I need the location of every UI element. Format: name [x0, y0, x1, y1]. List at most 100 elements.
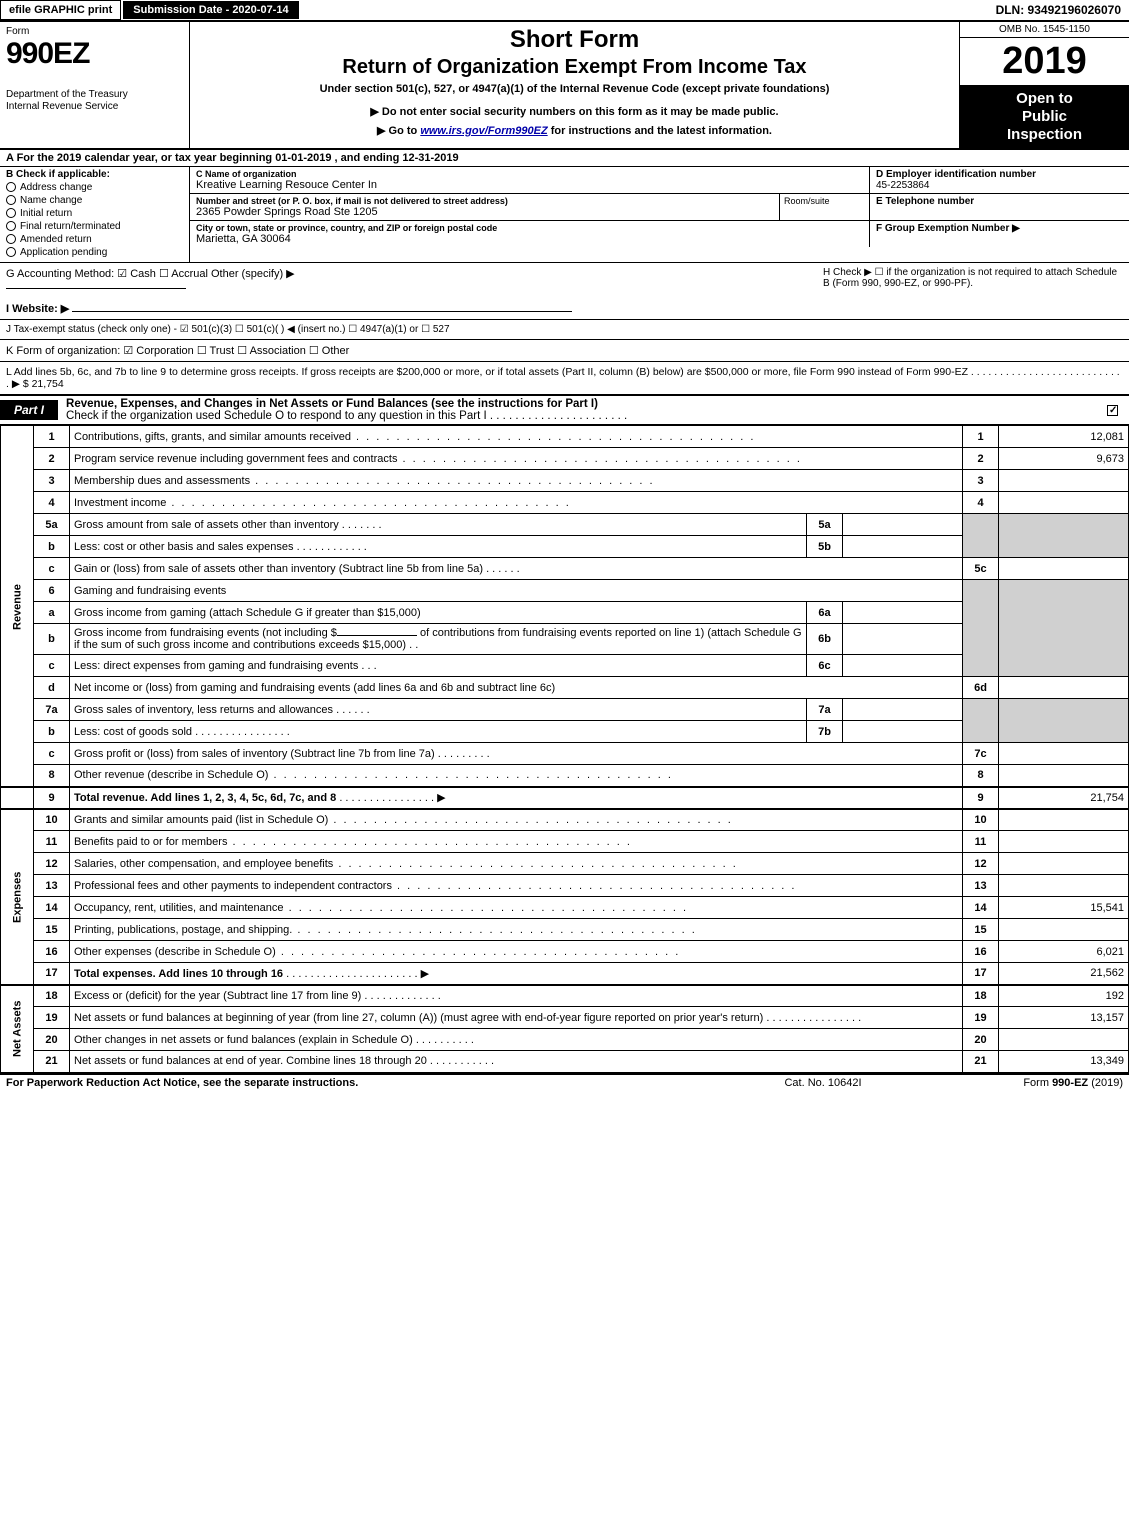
chk-final-return[interactable]: Final return/terminated — [6, 221, 183, 232]
address-value: 2365 Powder Springs Road Ste 1205 — [196, 206, 773, 218]
group-exemption-label: F Group Exemption Number ▶ — [876, 223, 1123, 234]
line-10-amount — [999, 809, 1129, 831]
line-5ab-greyamt — [999, 514, 1129, 558]
line-6a-sublabel: 6a — [807, 602, 843, 624]
page-footer: For Paperwork Reduction Act Notice, see … — [0, 1074, 1129, 1091]
net-assets-side-label: Net Assets — [1, 985, 34, 1073]
open-public-inspection: Open to Public Inspection — [960, 86, 1129, 148]
line-6d-amount — [999, 677, 1129, 699]
line-9-num: 9 — [34, 787, 70, 809]
header-left: Form 990EZ Department of the Treasury In… — [0, 22, 190, 148]
line-6c-sublabel: 6c — [807, 655, 843, 677]
chk-application-pending[interactable]: Application pending — [6, 247, 183, 258]
line-3-num: 3 — [34, 470, 70, 492]
top-bar: efile GRAPHIC print Submission Date - 20… — [0, 0, 1129, 22]
row-g-h: G Accounting Method: ☑ Cash ☐ Accrual Ot… — [0, 263, 1129, 320]
line-13-num: 13 — [34, 875, 70, 897]
website-label: I Website: ▶ — [6, 303, 69, 315]
box-c-address: Number and street (or P. O. box, if mail… — [190, 194, 779, 220]
line-1-col: 1 — [963, 426, 999, 448]
line-13-amount — [999, 875, 1129, 897]
line-4-num: 4 — [34, 492, 70, 514]
row-g-text: G Accounting Method: ☑ Cash ☐ Accrual Ot… — [6, 267, 823, 280]
line-7ab-greycol — [963, 699, 999, 743]
row-k-form-org: K Form of organization: ☑ Corporation ☐ … — [0, 340, 1129, 362]
line-4-desc: Investment income — [70, 492, 963, 514]
line-14-col: 14 — [963, 897, 999, 919]
line-12-amount — [999, 853, 1129, 875]
line-15-col: 15 — [963, 919, 999, 941]
line-6d-desc: Net income or (loss) from gaming and fun… — [70, 677, 963, 699]
city-value: Marietta, GA 30064 — [196, 233, 863, 245]
line-19-num: 19 — [34, 1007, 70, 1029]
header-center: Short Form Return of Organization Exempt… — [190, 22, 959, 148]
tax-period: A For the 2019 calendar year, or tax yea… — [0, 150, 1129, 167]
line-6d-col: 6d — [963, 677, 999, 699]
website-line: I Website: ▶ — [6, 302, 823, 315]
chk-initial-return[interactable]: Initial return — [6, 208, 183, 219]
chk-amended-return[interactable]: Amended return — [6, 234, 183, 245]
box-b: B Check if applicable: Address change Na… — [0, 167, 190, 262]
irs-link-line: ▶ Go to www.irs.gov/Form990EZ for instru… — [198, 124, 951, 137]
line-17-col: 17 — [963, 963, 999, 985]
line-9-desc: Total revenue. Add lines 1, 2, 3, 4, 5c,… — [70, 787, 963, 809]
line-21-num: 21 — [34, 1051, 70, 1073]
chk-name-change[interactable]: Name change — [6, 195, 183, 206]
part-1-title: Revenue, Expenses, and Changes in Net As… — [58, 396, 1099, 424]
phone-label: E Telephone number — [876, 196, 1123, 207]
footer-cat-no: Cat. No. 10642I — [723, 1077, 923, 1089]
line-5a-num: 5a — [34, 514, 70, 536]
revenue-total-side — [1, 787, 34, 809]
line-21-desc: Net assets or fund balances at end of ye… — [70, 1051, 963, 1073]
line-6-num: 6 — [34, 580, 70, 602]
line-6c-num: c — [34, 655, 70, 677]
irs-link[interactable]: www.irs.gov/Form990EZ — [420, 125, 547, 137]
line-17-num: 17 — [34, 963, 70, 985]
line-18-amount: 192 — [999, 985, 1129, 1007]
org-name-label: C Name of organization — [196, 169, 863, 179]
info-row: B Check if applicable: Address change Na… — [0, 167, 1129, 263]
dln-label: DLN: 93492196026070 — [996, 3, 1129, 17]
efile-button[interactable]: efile GRAPHIC print — [0, 0, 121, 20]
box-b-label: B Check if applicable: — [6, 169, 183, 180]
line-8-amount — [999, 765, 1129, 787]
row-l-amount: 21,754 — [32, 378, 64, 390]
line-6a-num: a — [34, 602, 70, 624]
line-12-num: 12 — [34, 853, 70, 875]
row-l-text: L Add lines 5b, 6c, and 7b to line 9 to … — [6, 366, 1120, 390]
line-7b-subval — [843, 721, 963, 743]
part-1-subtitle: Check if the organization used Schedule … — [66, 410, 627, 422]
line-2-col: 2 — [963, 448, 999, 470]
line-5b-subval — [843, 536, 963, 558]
line-21-col: 21 — [963, 1051, 999, 1073]
line-14-amount: 15,541 — [999, 897, 1129, 919]
line-14-num: 14 — [34, 897, 70, 919]
line-11-amount — [999, 831, 1129, 853]
line-7b-num: b — [34, 721, 70, 743]
line-9-amount: 21,754 — [999, 787, 1129, 809]
row-j-tax-exempt: J Tax-exempt status (check only one) - ☑… — [0, 320, 1129, 340]
part-1-checkbox[interactable] — [1099, 404, 1129, 416]
address-label: Number and street (or P. O. box, if mail… — [196, 196, 773, 206]
line-1-desc: Contributions, gifts, grants, and simila… — [70, 426, 963, 448]
line-6b-subval — [843, 624, 963, 655]
line-7c-col: 7c — [963, 743, 999, 765]
line-6b-sublabel: 6b — [807, 624, 843, 655]
form-header: Form 990EZ Department of the Treasury In… — [0, 22, 1129, 150]
revenue-side-label: Revenue — [1, 426, 34, 787]
line-14-desc: Occupancy, rent, utilities, and maintena… — [70, 897, 963, 919]
line-5c-amount — [999, 558, 1129, 580]
line-12-desc: Salaries, other compensation, and employ… — [70, 853, 963, 875]
line-6-greycol — [963, 580, 999, 677]
dept-line-1: Department of the Treasury — [6, 89, 183, 101]
dept-treasury: Department of the Treasury Internal Reve… — [6, 89, 183, 113]
line-5b-num: b — [34, 536, 70, 558]
line-4-col: 4 — [963, 492, 999, 514]
submission-button[interactable]: Submission Date - 2020-07-14 — [123, 1, 298, 19]
inspect-line-1: Open to — [962, 90, 1127, 108]
title-return: Return of Organization Exempt From Incom… — [198, 56, 951, 79]
part-1-tab: Part I — [0, 400, 58, 420]
chk-address-change[interactable]: Address change — [6, 182, 183, 193]
line-5c-col: 5c — [963, 558, 999, 580]
line-18-col: 18 — [963, 985, 999, 1007]
